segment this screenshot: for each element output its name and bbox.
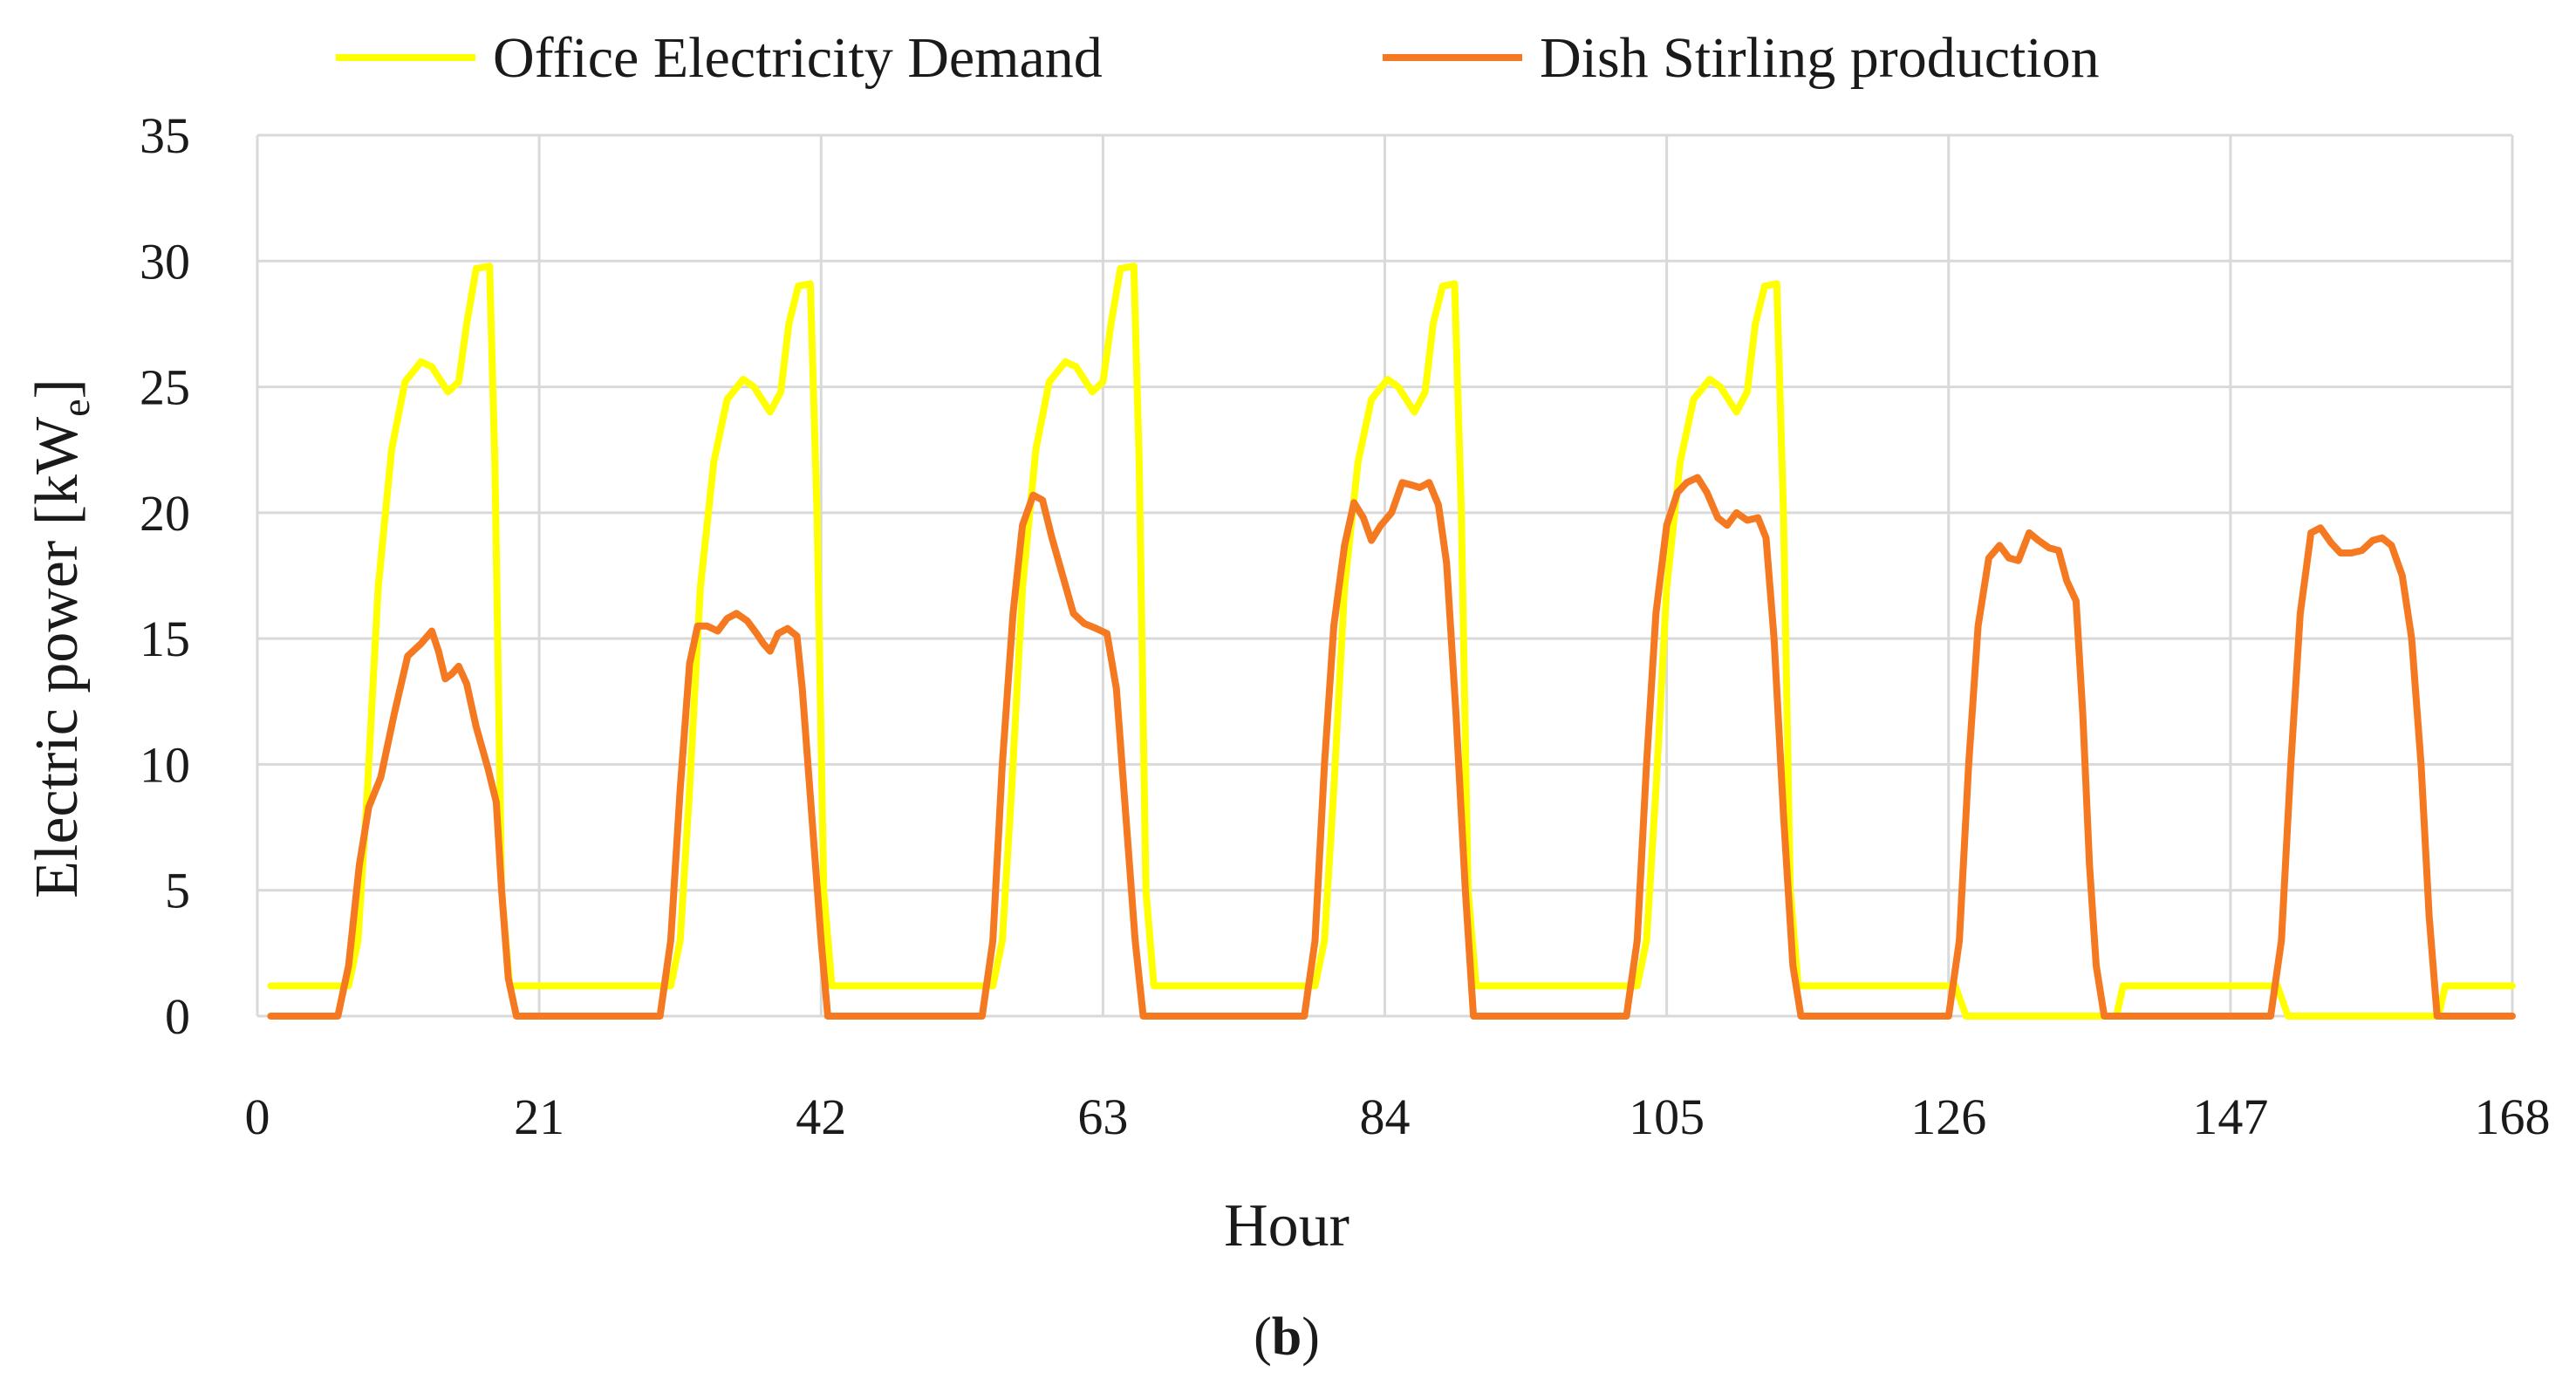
- legend: Office Electricity Demand Dish Stirling …: [336, 26, 2100, 90]
- y-tick-label: 5: [165, 863, 190, 919]
- x-tick-label: 147: [2192, 1088, 2268, 1145]
- x-tick-label: 63: [1077, 1088, 1128, 1145]
- y-axis-title: Electric power [kWe]: [24, 379, 98, 898]
- x-tick-label: 0: [245, 1088, 270, 1145]
- tick-labels: 0 5 10 15 20 25 30 35 0 21 42 63 84 105 126 147 168: [140, 107, 2551, 1145]
- y-tick-label: 0: [165, 988, 190, 1045]
- legend-label-office-demand: Office Electricity Demand: [493, 26, 1103, 90]
- series-dish-stirling-line: [267, 474, 2516, 1020]
- x-tick-label: 105: [1629, 1088, 1705, 1145]
- series-lines: [267, 263, 2516, 1020]
- x-axis-title: Hour: [1224, 1192, 1349, 1259]
- y-tick-label: 10: [140, 736, 190, 793]
- y-tick-label: 30: [140, 233, 190, 290]
- y-tick-label: 25: [140, 359, 190, 416]
- x-tick-label: 21: [514, 1088, 564, 1145]
- y-axis-title-subscript: e: [53, 399, 98, 416]
- legend-label-dish-stirling: Dish Stirling production: [1540, 26, 2100, 90]
- x-tick-label: 168: [2475, 1088, 2551, 1145]
- x-tick-label: 42: [796, 1088, 846, 1145]
- x-tick-label: 126: [1910, 1088, 1986, 1145]
- y-tick-label: 35: [140, 107, 190, 164]
- x-tick-label: 84: [1360, 1088, 1411, 1145]
- figure-caption: (b): [1254, 1307, 1320, 1367]
- y-tick-label: 15: [140, 611, 190, 667]
- y-tick-label: 20: [140, 485, 190, 542]
